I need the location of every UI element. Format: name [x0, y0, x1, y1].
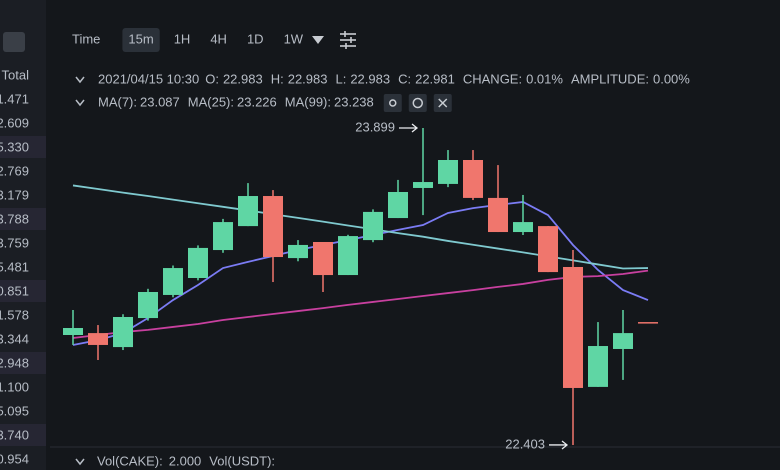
column-header: Total: [2, 67, 30, 82]
candle-body: [188, 247, 208, 279]
total-value: 2.769: [0, 163, 29, 178]
field-value: 0.00%: [653, 71, 690, 86]
field-label: MA(25):: [188, 94, 234, 109]
total-value: 3.788: [0, 211, 29, 226]
annotation-arrow: [399, 123, 419, 133]
field-label: CHANGE:: [463, 71, 522, 86]
annotation-arrow: [549, 440, 569, 450]
candle-body: [638, 322, 658, 324]
interval-button[interactable]: 1D: [247, 31, 264, 46]
field-label: MA(7):: [98, 94, 137, 109]
total-value: 5.481: [0, 259, 29, 274]
settings-icon[interactable]: [340, 31, 356, 49]
field-value: 22.983: [223, 71, 263, 86]
field-label: C:: [398, 71, 411, 86]
field-value: 0.01%: [526, 71, 563, 86]
candle-body: [563, 266, 583, 388]
field-label: O:: [205, 71, 219, 86]
candle-body: [413, 182, 433, 188]
total-value: 5.330: [0, 139, 29, 154]
field-value: 22.981: [415, 71, 455, 86]
candle-body: [263, 196, 283, 258]
target-glyph: [412, 97, 424, 109]
candle-body: [463, 160, 483, 198]
interval-button[interactable]: 4H: [210, 31, 227, 46]
candle-body: [388, 191, 408, 219]
candle-body: [613, 333, 633, 349]
total-value: 3.740: [0, 427, 29, 442]
field-value: 23.226: [237, 94, 277, 109]
field-label: Vol(CAKE):: [97, 453, 163, 468]
interval-button[interactable]: 1H: [174, 31, 191, 46]
row-highlight: [0, 352, 46, 374]
field-value: 22.983: [350, 71, 390, 86]
target-icon[interactable]: [408, 94, 427, 112]
candle-body: [488, 197, 508, 233]
total-value: 3.759: [0, 235, 29, 250]
field-label: H:: [271, 71, 284, 86]
field-label: AMPLITUDE:: [571, 71, 649, 86]
candle-body: [338, 236, 358, 276]
candle-body: [88, 333, 108, 345]
row-highlight: [0, 136, 46, 158]
candle-body: [113, 316, 133, 348]
collapse-icon[interactable]: [75, 99, 85, 107]
ma-line: [72, 269, 649, 339]
field-label: Vol(USDT):: [209, 453, 275, 468]
field-label: 2021/04/15 10:30: [98, 71, 199, 86]
total-value: 1.578: [0, 307, 29, 322]
candle-body: [238, 196, 258, 227]
total-value: 0.954: [0, 451, 29, 466]
candle-body: [513, 222, 533, 233]
candle-body: [538, 226, 558, 273]
interval-button[interactable]: Time: [72, 31, 100, 46]
field-value: 2.000: [169, 453, 202, 468]
candle-body: [438, 160, 458, 184]
field-value: 23.087: [140, 94, 180, 109]
total-value: 1.471: [0, 91, 29, 106]
field-value: 23.238: [334, 94, 374, 109]
menu-icon[interactable]: [3, 32, 25, 52]
collapse-icon[interactable]: [75, 458, 85, 466]
total-value: 3.344: [0, 331, 29, 346]
field-value: 22.983: [288, 71, 328, 86]
row-highlight: [0, 280, 46, 302]
eye-glyph: [389, 99, 397, 107]
field-label: MA(99):: [285, 94, 331, 109]
active-interval-bg: [122, 28, 160, 52]
ma-line: [72, 201, 649, 346]
total-value: 2.948: [0, 355, 29, 370]
candle-body: [288, 244, 308, 259]
total-value: 2.609: [0, 115, 29, 130]
candle-body: [138, 291, 158, 319]
total-value: 3.179: [0, 187, 29, 202]
interval-button[interactable]: 1W: [284, 31, 304, 46]
total-value: 1.100: [0, 379, 29, 394]
total-value: 5.095: [0, 403, 29, 418]
row-highlight: [0, 424, 46, 446]
total-value: 0.851: [0, 283, 29, 298]
candle-body: [313, 241, 333, 276]
dropdown-icon[interactable]: [312, 36, 324, 44]
candle-body: [63, 328, 83, 335]
left-column-bg: [0, 0, 46, 470]
row-highlight: [0, 208, 46, 230]
candle-body: [163, 268, 183, 295]
price-annotation: 23.899: [355, 119, 395, 134]
candle-body: [588, 346, 608, 387]
collapse-icon[interactable]: [75, 76, 85, 84]
candle-body: [213, 222, 233, 251]
interval-button[interactable]: 15m: [128, 31, 153, 46]
candle-body: [363, 211, 383, 241]
eye-icon[interactable]: [383, 94, 402, 112]
field-label: L:: [335, 71, 346, 86]
price-annotation: 22.403: [505, 436, 545, 451]
close-glyph: [438, 98, 448, 108]
